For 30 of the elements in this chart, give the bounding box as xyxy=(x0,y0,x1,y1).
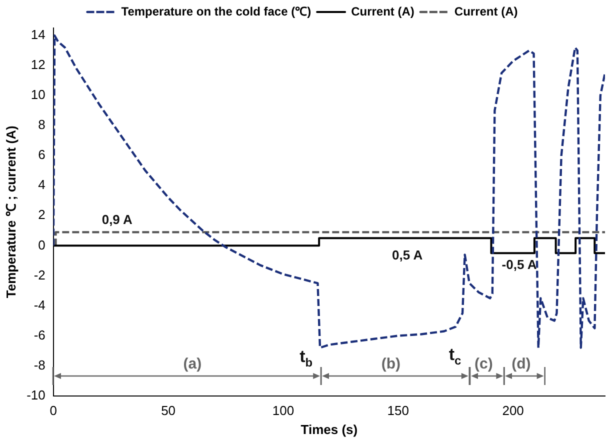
y-tick-label: 4 xyxy=(38,177,46,192)
y-tick-label: 10 xyxy=(30,87,46,102)
y-tick-label: -8 xyxy=(34,357,46,372)
x-tick-label: 200 xyxy=(502,403,524,418)
y-tick-label: -6 xyxy=(34,327,46,342)
y-tick-label: -4 xyxy=(34,297,46,312)
annotation: (c) xyxy=(474,356,493,373)
x-tick-label: 150 xyxy=(387,403,409,418)
y-tick-label: 12 xyxy=(30,57,46,72)
annotation: 0,9 A xyxy=(102,212,134,227)
y-axis-title: Temperature ℃ ; current (A) xyxy=(3,126,18,298)
x-axis-title: Times (s) xyxy=(300,422,358,437)
annotation: (a) xyxy=(183,356,202,373)
legend-label: Current (A) xyxy=(351,4,414,18)
x-tick-label: 50 xyxy=(161,403,176,418)
annotation: 0,5 A xyxy=(392,248,424,263)
y-tick-label: -10 xyxy=(26,387,46,402)
y-tick-label: 14 xyxy=(30,27,46,42)
annotation: (d) xyxy=(512,356,531,373)
legend-label: Current (A) xyxy=(454,4,518,18)
y-tick-label: 2 xyxy=(38,207,46,222)
y-tick-label: 8 xyxy=(38,117,46,132)
y-tick-label: -2 xyxy=(34,267,46,282)
y-tick-label: 0 xyxy=(38,237,46,252)
line-series xyxy=(53,34,605,349)
annotation: (b) xyxy=(381,356,401,373)
y-tick-label: 6 xyxy=(38,147,46,162)
x-tick-label: 100 xyxy=(272,403,294,418)
legend-label: Temperature on the cold face (℃) xyxy=(121,4,312,18)
x-tick-label: 0 xyxy=(50,403,58,418)
